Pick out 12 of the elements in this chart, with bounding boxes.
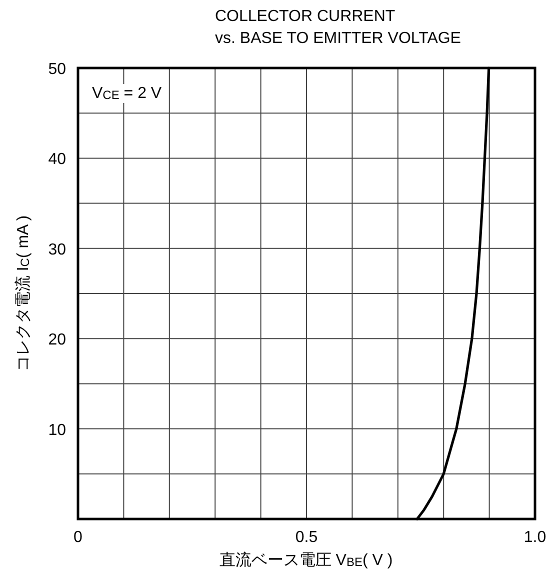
y-tick-label: 20 [48, 332, 66, 349]
y-tick-label: 30 [48, 241, 66, 258]
x-tick-label: 0.5 [295, 529, 318, 546]
chart-title: COLLECTOR CURRENT vs. BASE TO EMITTER VOLTAGE [215, 8, 461, 47]
y-tick-label: 10 [48, 422, 66, 439]
x-tick-label: 1.0 [524, 529, 546, 546]
y-tick-label: 40 [48, 151, 66, 168]
y-tick-label: 50 [48, 61, 66, 78]
y-axis-title: コレクタ電流 IC( mA ) [14, 215, 32, 372]
x-tick-label: 0 [74, 529, 83, 546]
annotation: VCE = 2 V [90, 84, 164, 103]
x-axis-title: 直流ベース電圧 VBE( V ) [219, 551, 393, 569]
